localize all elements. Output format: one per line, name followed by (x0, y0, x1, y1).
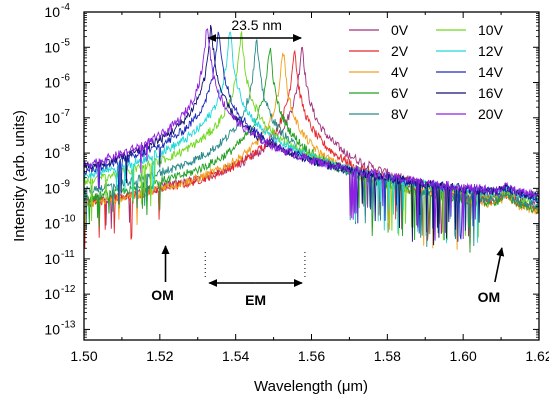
y-tick-exponent: -9 (61, 178, 70, 189)
y-tick-exponent: -6 (61, 73, 70, 84)
x-tick-label: 1.62 (525, 348, 549, 364)
legend-label: 16V (478, 85, 504, 101)
legend-label: 10V (478, 22, 504, 38)
legend: 0V 2V 4V 6V 8V 10V 12V 14V 16V 20V (349, 22, 504, 122)
y-tick-base: 10 (44, 180, 60, 196)
y-tick-exponent: -8 (61, 143, 70, 154)
span-label: 23.5 nm (231, 17, 282, 33)
x-tick-label: 1.58 (374, 348, 401, 364)
legend-label: 8V (391, 106, 409, 122)
x-tick-label: 1.56 (298, 348, 325, 364)
om-right-arrow (494, 247, 505, 283)
y-tick-label: 10 -10 (44, 214, 75, 232)
x-tick-label: 1.50 (70, 348, 97, 364)
y-axis-title: Intensity (arb. units) (11, 110, 28, 242)
y-tick-exponent: -11 (61, 249, 75, 260)
om-right-label: OM (478, 289, 501, 305)
y-tick-label: 10 -11 (44, 249, 75, 267)
legend-label: 4V (391, 64, 409, 80)
y-tick-exponent: -12 (61, 284, 76, 295)
y-tick-label: 10 -5 (44, 37, 70, 55)
y-tick-base: 10 (44, 216, 60, 232)
legend-label: 6V (391, 85, 409, 101)
y-tick-label: 10 -4 (44, 2, 70, 20)
y-tick-label: 10 -7 (44, 108, 70, 126)
legend-label: 20V (478, 106, 504, 122)
y-tick-base: 10 (44, 145, 60, 161)
y-tick-exponent: -10 (61, 214, 76, 225)
om-left-label: OM (151, 287, 174, 303)
em-label: EM (245, 292, 266, 308)
y-tick-exponent: -13 (61, 319, 76, 330)
annotations: 23.5 nm EM OM OM (151, 17, 505, 308)
y-tick-label: 10 -8 (44, 143, 70, 161)
x-axis: 1.50 1.52 1.54 1.56 1.58 1.60 1.62 (70, 12, 549, 364)
series-line-16V (84, 24, 539, 246)
y-tick-base: 10 (44, 251, 60, 267)
spectra-curves (84, 24, 539, 253)
y-tick-base: 10 (44, 4, 60, 20)
x-tick-label: 1.60 (450, 348, 477, 364)
y-tick-base: 10 (44, 321, 60, 337)
y-tick-base: 10 (44, 110, 60, 126)
y-tick-exponent: -5 (61, 37, 70, 48)
legend-label: 0V (391, 22, 409, 38)
x-tick-label: 1.54 (222, 348, 249, 364)
y-tick-base: 10 (44, 39, 60, 55)
legend-label: 2V (391, 43, 409, 59)
x-tick-label: 1.52 (146, 348, 173, 364)
y-tick-label: 10 -6 (44, 73, 70, 91)
y-tick-exponent: -7 (61, 108, 70, 119)
legend-label: 12V (478, 43, 504, 59)
y-tick-base: 10 (44, 75, 60, 91)
y-tick-label: 10 -9 (44, 178, 70, 196)
y-tick-exponent: -4 (61, 2, 70, 13)
series-line-6V (84, 47, 539, 253)
series-line-20V (84, 28, 539, 241)
x-axis-title: Wavelength (μm) (254, 378, 368, 395)
y-tick-base: 10 (44, 286, 60, 302)
y-tick-label: 10 -12 (44, 284, 75, 302)
legend-label: 14V (478, 64, 504, 80)
y-tick-label: 10 -13 (44, 319, 75, 337)
